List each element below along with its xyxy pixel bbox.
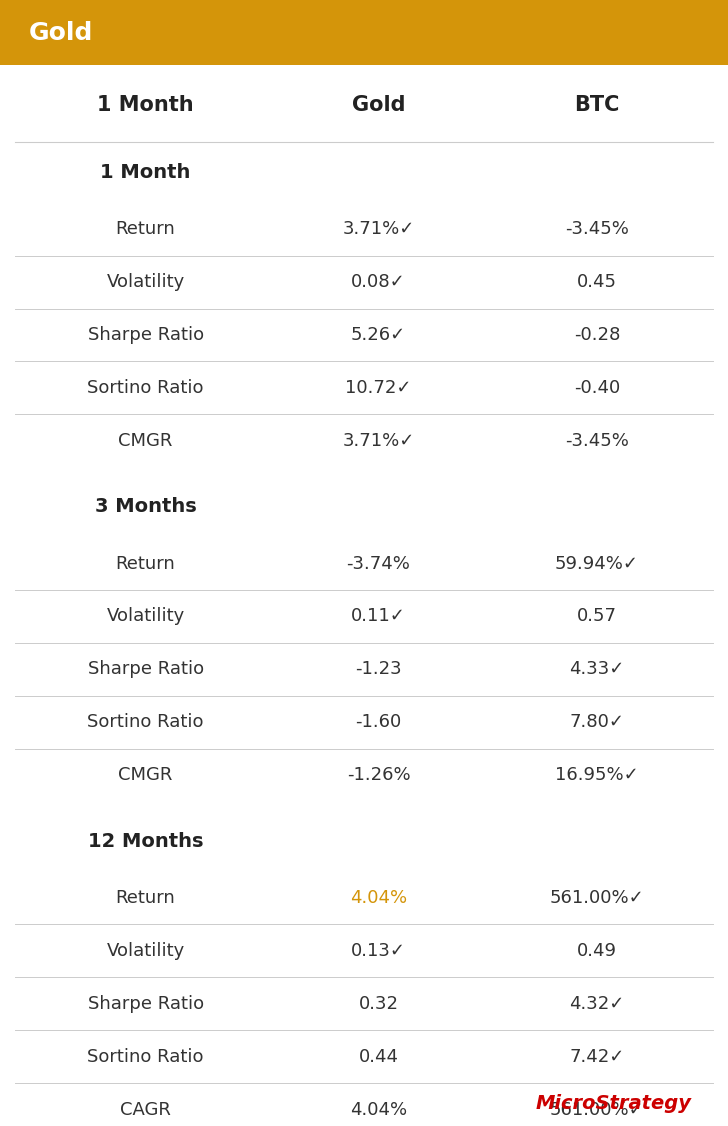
- Text: 0.32: 0.32: [359, 995, 398, 1012]
- Text: BTC: BTC: [574, 95, 620, 115]
- Text: -3.45%: -3.45%: [565, 221, 629, 238]
- Text: 10.72✓: 10.72✓: [345, 379, 412, 396]
- Text: Volatility: Volatility: [106, 942, 185, 959]
- Text: Return: Return: [116, 221, 175, 238]
- Text: -1.26%: -1.26%: [347, 767, 411, 784]
- Text: 561.00%✓: 561.00%✓: [550, 1101, 644, 1118]
- Text: 0.11✓: 0.11✓: [351, 608, 406, 625]
- Text: MicroStrategy: MicroStrategy: [536, 1094, 692, 1112]
- Text: 16.95%✓: 16.95%✓: [555, 767, 639, 784]
- Text: 3 Months: 3 Months: [95, 498, 197, 516]
- Text: Sharpe Ratio: Sharpe Ratio: [87, 327, 204, 343]
- Text: CMGR: CMGR: [119, 432, 173, 449]
- Text: CMGR: CMGR: [119, 767, 173, 784]
- Text: 3.71%✓: 3.71%✓: [342, 221, 415, 238]
- Text: -0.40: -0.40: [574, 379, 620, 396]
- Text: 7.80✓: 7.80✓: [569, 714, 625, 731]
- Text: 4.04%: 4.04%: [350, 1101, 407, 1118]
- Text: 5.26✓: 5.26✓: [351, 327, 406, 343]
- Text: -3.45%: -3.45%: [565, 432, 629, 449]
- Text: 7.42✓: 7.42✓: [569, 1048, 625, 1065]
- Text: Sortino Ratio: Sortino Ratio: [87, 714, 204, 731]
- Text: 0.57: 0.57: [577, 608, 617, 625]
- Text: Volatility: Volatility: [106, 608, 185, 625]
- Text: 59.94%✓: 59.94%✓: [555, 555, 639, 572]
- Text: 4.33✓: 4.33✓: [569, 661, 625, 678]
- Text: Sharpe Ratio: Sharpe Ratio: [87, 661, 204, 678]
- Text: 561.00%✓: 561.00%✓: [550, 890, 644, 906]
- Text: 12 Months: 12 Months: [88, 832, 203, 850]
- Text: Volatility: Volatility: [106, 274, 185, 291]
- Text: Return: Return: [116, 890, 175, 906]
- Text: Gold: Gold: [29, 20, 93, 45]
- Text: 0.44: 0.44: [359, 1048, 398, 1065]
- Text: 1 Month: 1 Month: [100, 163, 191, 181]
- Text: Gold: Gold: [352, 95, 405, 115]
- Text: 4.04%: 4.04%: [350, 890, 407, 906]
- Text: 1 Month: 1 Month: [98, 95, 194, 115]
- Text: -1.60: -1.60: [355, 714, 402, 731]
- FancyBboxPatch shape: [0, 0, 728, 65]
- Text: 3.71%✓: 3.71%✓: [342, 432, 415, 449]
- Text: 0.13✓: 0.13✓: [351, 942, 406, 959]
- Text: 4.32✓: 4.32✓: [569, 995, 625, 1012]
- Text: CAGR: CAGR: [120, 1101, 171, 1118]
- Text: Sharpe Ratio: Sharpe Ratio: [87, 995, 204, 1012]
- Text: -0.28: -0.28: [574, 327, 620, 343]
- Text: Sortino Ratio: Sortino Ratio: [87, 1048, 204, 1065]
- Text: Return: Return: [116, 555, 175, 572]
- Text: 0.45: 0.45: [577, 274, 617, 291]
- Text: 0.49: 0.49: [577, 942, 617, 959]
- Text: -3.74%: -3.74%: [347, 555, 411, 572]
- Text: 0.08✓: 0.08✓: [351, 274, 406, 291]
- Text: -1.23: -1.23: [355, 661, 402, 678]
- Text: Sortino Ratio: Sortino Ratio: [87, 379, 204, 396]
